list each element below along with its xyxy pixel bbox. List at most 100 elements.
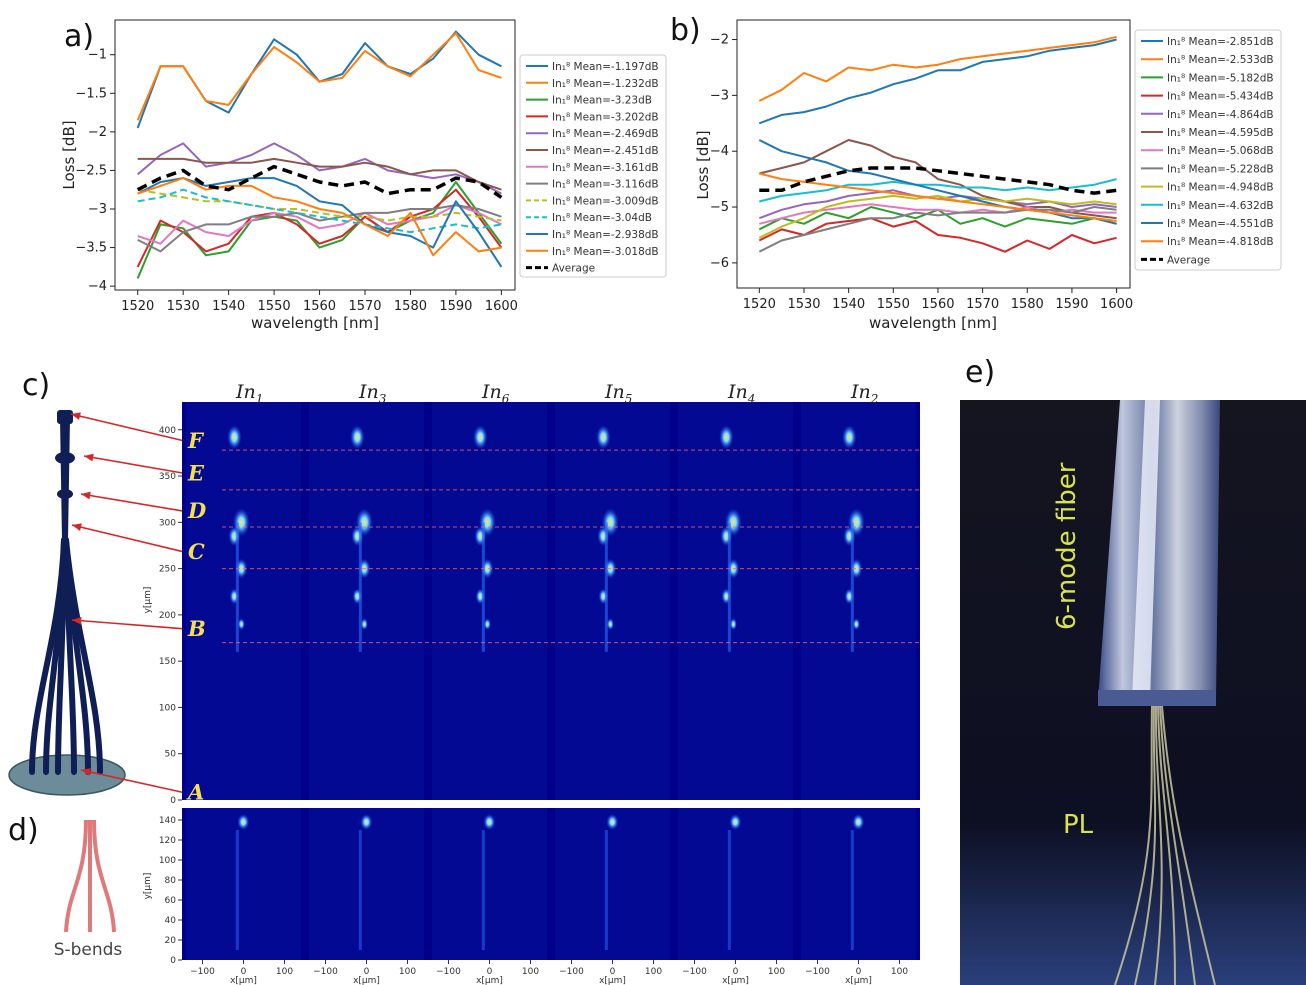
b-legend-label-7: In₁⁸ Mean=-5.228dB <box>1167 163 1274 175</box>
heatmap-c-title-sub-5: 2 <box>870 392 879 406</box>
heatmap-d-columns <box>186 808 916 960</box>
heatmap-d-ytick-label-6: 120 <box>159 836 176 846</box>
heatmap-d-bg <box>182 808 920 960</box>
b-legend-label-4: In₁⁸ Mean=-4.864dB <box>1167 109 1274 121</box>
sbends-label: S-bends <box>54 940 123 960</box>
heatmap-d-xtick-label-2-1: 0 <box>487 967 493 977</box>
heatmap-d-ytick-label-3: 60 <box>165 896 177 906</box>
b-xtick-label-0: 1520 <box>743 297 776 312</box>
lantern-tip <box>57 410 73 424</box>
lantern-waveguides <box>29 537 103 775</box>
photo-pl-label: PL <box>1063 810 1094 840</box>
b-series-0 <box>758 38 1117 125</box>
b-series-9 <box>759 178 1117 203</box>
a-ytick-label-3: −2.5 <box>75 163 107 178</box>
heatmap-c-title-0: In1 <box>235 381 263 406</box>
a-legend-label-1: In₁⁸ Mean=-1.232dB <box>552 78 659 90</box>
a-xtick-label-1: 1530 <box>167 299 200 314</box>
heatmap-c-columns <box>186 402 916 800</box>
heatmap-c-title-3: In5 <box>604 381 632 406</box>
chart-a-frame <box>114 19 516 291</box>
lantern-bulb-d <box>57 489 73 499</box>
heatmap-c-title-sub-4: 4 <box>747 392 756 406</box>
section-arrow-F <box>70 413 185 442</box>
heatmap-d-ytick-label-5: 100 <box>159 856 176 866</box>
a-legend-label-0: In₁⁸ Mean=-1.197dB <box>552 61 659 73</box>
a-legend-label-7: In₁⁸ Mean=-3.116dB <box>552 179 659 191</box>
heatmap-d-ytick-label-4: 80 <box>165 876 177 886</box>
a-series-1 <box>136 32 502 121</box>
a-ytick-label-6: −1 <box>88 48 107 63</box>
heatmap-d-xtick-label-0-2: 100 <box>276 967 293 977</box>
lantern-schematic <box>8 410 185 796</box>
heatmap-c-col-5 <box>801 402 916 800</box>
b-series-11 <box>759 172 1117 222</box>
heatmap-c-spot-1-0 <box>350 425 365 450</box>
a-ytick-label-4: −2 <box>88 125 107 140</box>
a-ytick-label-5: −1.5 <box>75 86 107 101</box>
heatmap-c-spot-1-5 <box>360 618 368 631</box>
heatmap-d-xtick-label-5-1: 0 <box>856 967 862 977</box>
chart-b-series <box>758 35 1117 253</box>
a-ytick-label-1: −3.5 <box>75 241 107 256</box>
heatmap-c-spot-5-5 <box>852 618 860 631</box>
a-series-4 <box>137 142 502 195</box>
a-series-12 <box>136 164 503 199</box>
b-ytick-label-1: −5 <box>710 200 729 215</box>
b-xtick-label-6: 1580 <box>1011 297 1044 312</box>
chart-a-xticks: 1520 1530 1540 1550 1560 1570 1580 1590 1600 <box>121 290 518 314</box>
heatmap-d-ylabel: y[μm] <box>143 873 153 900</box>
a-legend-label-2: In₁⁸ Mean=-3.23dB <box>552 95 652 107</box>
heatmap-c-title-2: In6 <box>481 381 510 406</box>
chart-b-yticks: −6 −5 −4 −3 −2 <box>710 33 737 271</box>
heatmap-d-col-4 <box>678 808 793 960</box>
photo-lantern-strands <box>1114 705 1216 985</box>
b-xtick-label-5: 1570 <box>966 297 999 312</box>
a-xtick-label-8: 1600 <box>485 299 518 314</box>
lantern-base-plate <box>8 754 126 796</box>
a-series-10 <box>137 177 503 268</box>
b-legend-label-12: Average <box>1167 254 1210 266</box>
heatmap-c-ytick-label-2: 100 <box>159 703 176 713</box>
heatmap-c-ytick-label-0: 0 <box>170 796 176 806</box>
chart-a-xlabel: wavelength [nm] <box>251 314 379 332</box>
heatmap-c-spot-2-0 <box>473 425 488 450</box>
a-series-5 <box>137 157 502 191</box>
b-legend-label-2: In₁⁸ Mean=-5.182dB <box>1167 72 1274 84</box>
heatmap-c-title-1: In3 <box>358 381 387 406</box>
heatmap-d-xtick-label-1-0: −100 <box>313 967 338 977</box>
heatmap-d-xtick-label-4-0: −100 <box>682 967 707 977</box>
b-series-7 <box>758 206 1117 253</box>
heatmap-c-title-4: In4 <box>727 381 755 406</box>
heatmap-c-bg <box>182 402 920 800</box>
section-arrow-E <box>83 455 185 475</box>
heatmap-c-spot-5-0 <box>842 425 857 450</box>
section-arrow-head-D <box>81 491 91 500</box>
a-series-8 <box>137 188 502 222</box>
a-xtick-label-6: 1580 <box>394 299 427 314</box>
a-series-11 <box>137 177 502 257</box>
lantern-taper <box>60 418 70 540</box>
b-ytick-label-2: −4 <box>710 144 729 159</box>
heatmap-c-ytick-label-4: 200 <box>159 611 176 621</box>
a-xtick-label-3: 1550 <box>258 299 291 314</box>
heatmap-c-spot-0-5 <box>237 618 245 631</box>
section-arrow-D <box>80 493 185 513</box>
heatmap-c-yticks: 0 50 100 150 200 250 300 350 400 <box>159 426 182 806</box>
heatmap-d-xtick-label-2-0: −100 <box>436 967 461 977</box>
b-series-5 <box>759 139 1117 220</box>
b-series-12 <box>759 166 1117 195</box>
heatmap-c-title-sub-2: 6 <box>502 392 510 406</box>
heatmap-c-col-3 <box>555 402 670 800</box>
heatmap-c-ytick-label-5: 250 <box>159 565 176 575</box>
section-letter-F: F <box>187 428 205 453</box>
b-ytick-label-0: −6 <box>710 256 729 271</box>
heatmap-d-spot-2 <box>483 814 496 830</box>
heatmap-d-xtick-label-2-2: 100 <box>522 967 539 977</box>
b-legend-label-0: In₁⁸ Mean=-2.851dB <box>1167 36 1274 48</box>
heatmap-d-xtick-label-3-2: 100 <box>645 967 662 977</box>
heatmap-c: In1 In3 In6 In5 In4 In2 050100150200250300350… <box>143 381 920 806</box>
b-series-1 <box>758 35 1117 102</box>
heatmap-d-col-1 <box>309 808 424 960</box>
